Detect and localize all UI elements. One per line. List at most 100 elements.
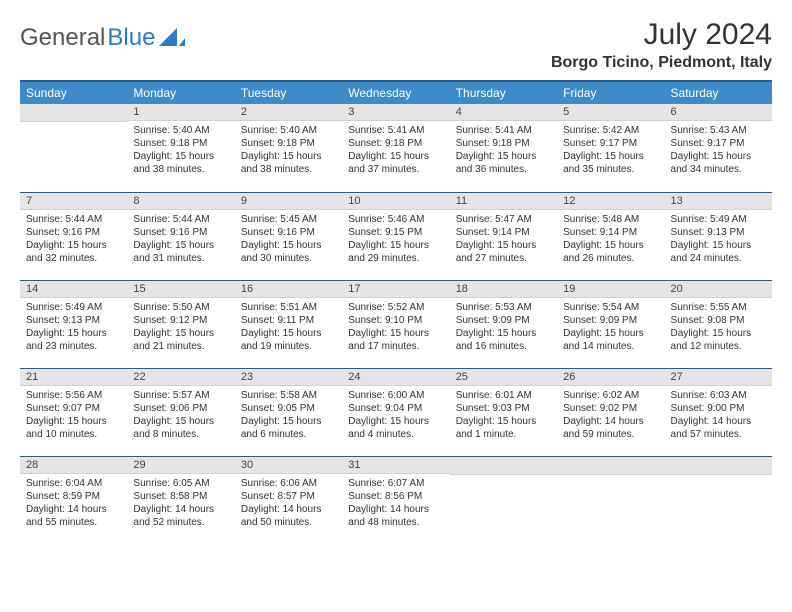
day-content: Sunrise: 5:40 AMSunset: 9:18 PMDaylight:… — [235, 121, 342, 178]
brand-part2: Blue — [107, 24, 155, 52]
day-number: 16 — [235, 281, 342, 298]
sunrise-text: Sunrise: 5:40 AM — [241, 124, 336, 137]
sunrise-text: Sunrise: 5:49 AM — [26, 301, 121, 314]
daylight-text: Daylight: 14 hours and 52 minutes. — [133, 503, 228, 529]
day-content: Sunrise: 5:51 AMSunset: 9:11 PMDaylight:… — [235, 298, 342, 355]
day-content: Sunrise: 5:53 AMSunset: 9:09 PMDaylight:… — [450, 298, 557, 355]
daylight-text: Daylight: 15 hours and 16 minutes. — [456, 327, 551, 353]
daylight-text: Daylight: 14 hours and 55 minutes. — [26, 503, 121, 529]
sunset-text: Sunset: 9:08 PM — [671, 314, 766, 327]
day-number — [557, 457, 664, 475]
calendar-day-cell: 10Sunrise: 5:46 AMSunset: 9:15 PMDayligh… — [342, 192, 449, 280]
calendar-day-cell: 29Sunrise: 6:05 AMSunset: 8:58 PMDayligh… — [127, 456, 234, 544]
day-content: Sunrise: 5:40 AMSunset: 9:18 PMDaylight:… — [127, 121, 234, 178]
sunrise-text: Sunrise: 5:42 AM — [563, 124, 658, 137]
sunrise-text: Sunrise: 6:03 AM — [671, 389, 766, 402]
daylight-text: Daylight: 15 hours and 30 minutes. — [241, 239, 336, 265]
day-number: 17 — [342, 281, 449, 298]
day-content: Sunrise: 5:58 AMSunset: 9:05 PMDaylight:… — [235, 386, 342, 443]
day-number: 24 — [342, 369, 449, 386]
calendar-day-cell: 4Sunrise: 5:41 AMSunset: 9:18 PMDaylight… — [450, 104, 557, 192]
day-number: 31 — [342, 457, 449, 474]
calendar-day-cell: 9Sunrise: 5:45 AMSunset: 9:16 PMDaylight… — [235, 192, 342, 280]
sunset-text: Sunset: 8:58 PM — [133, 490, 228, 503]
day-content: Sunrise: 5:44 AMSunset: 9:16 PMDaylight:… — [20, 210, 127, 267]
calendar-day-cell: 15Sunrise: 5:50 AMSunset: 9:12 PMDayligh… — [127, 280, 234, 368]
calendar-day-cell: 7Sunrise: 5:44 AMSunset: 9:16 PMDaylight… — [20, 192, 127, 280]
day-content: Sunrise: 5:47 AMSunset: 9:14 PMDaylight:… — [450, 210, 557, 267]
calendar-day-cell: 22Sunrise: 5:57 AMSunset: 9:06 PMDayligh… — [127, 368, 234, 456]
weekday-header: Wednesday — [342, 81, 449, 104]
sunset-text: Sunset: 9:18 PM — [241, 137, 336, 150]
day-content: Sunrise: 5:50 AMSunset: 9:12 PMDaylight:… — [127, 298, 234, 355]
day-number: 18 — [450, 281, 557, 298]
day-number: 5 — [557, 104, 664, 121]
day-number — [665, 457, 772, 475]
day-content: Sunrise: 6:07 AMSunset: 8:56 PMDaylight:… — [342, 474, 449, 531]
sunset-text: Sunset: 9:15 PM — [348, 226, 443, 239]
sunrise-text: Sunrise: 5:40 AM — [133, 124, 228, 137]
day-number: 8 — [127, 193, 234, 210]
daylight-text: Daylight: 15 hours and 27 minutes. — [456, 239, 551, 265]
daylight-text: Daylight: 15 hours and 29 minutes. — [348, 239, 443, 265]
daylight-text: Daylight: 15 hours and 31 minutes. — [133, 239, 228, 265]
calendar-day-cell: 21Sunrise: 5:56 AMSunset: 9:07 PMDayligh… — [20, 368, 127, 456]
sunset-text: Sunset: 9:09 PM — [563, 314, 658, 327]
day-number: 21 — [20, 369, 127, 386]
day-content: Sunrise: 6:03 AMSunset: 9:00 PMDaylight:… — [665, 386, 772, 443]
daylight-text: Daylight: 15 hours and 19 minutes. — [241, 327, 336, 353]
daylight-text: Daylight: 14 hours and 59 minutes. — [563, 415, 658, 441]
daylight-text: Daylight: 15 hours and 38 minutes. — [133, 150, 228, 176]
sail-icon — [159, 28, 185, 48]
sunset-text: Sunset: 9:12 PM — [133, 314, 228, 327]
weekday-header: Saturday — [665, 81, 772, 104]
day-content: Sunrise: 6:06 AMSunset: 8:57 PMDaylight:… — [235, 474, 342, 531]
sunrise-text: Sunrise: 5:58 AM — [241, 389, 336, 402]
day-content: Sunrise: 5:44 AMSunset: 9:16 PMDaylight:… — [127, 210, 234, 267]
sunrise-text: Sunrise: 6:06 AM — [241, 477, 336, 490]
title-block: July 2024 Borgo Ticino, Piedmont, Italy — [551, 18, 772, 72]
daylight-text: Daylight: 14 hours and 50 minutes. — [241, 503, 336, 529]
calendar-day-cell — [557, 456, 664, 544]
sunrise-text: Sunrise: 5:53 AM — [456, 301, 551, 314]
day-number: 4 — [450, 104, 557, 121]
day-number: 26 — [557, 369, 664, 386]
weekday-header: Monday — [127, 81, 234, 104]
calendar-day-cell — [665, 456, 772, 544]
day-number: 14 — [20, 281, 127, 298]
daylight-text: Daylight: 15 hours and 17 minutes. — [348, 327, 443, 353]
sunset-text: Sunset: 9:17 PM — [563, 137, 658, 150]
sunrise-text: Sunrise: 5:55 AM — [671, 301, 766, 314]
day-content: Sunrise: 6:00 AMSunset: 9:04 PMDaylight:… — [342, 386, 449, 443]
day-number: 19 — [557, 281, 664, 298]
day-number: 25 — [450, 369, 557, 386]
sunrise-text: Sunrise: 6:01 AM — [456, 389, 551, 402]
sunset-text: Sunset: 9:00 PM — [671, 402, 766, 415]
daylight-text: Daylight: 15 hours and 23 minutes. — [26, 327, 121, 353]
day-content: Sunrise: 5:46 AMSunset: 9:15 PMDaylight:… — [342, 210, 449, 267]
sunrise-text: Sunrise: 5:41 AM — [456, 124, 551, 137]
calendar-day-cell: 3Sunrise: 5:41 AMSunset: 9:18 PMDaylight… — [342, 104, 449, 192]
sunrise-text: Sunrise: 5:50 AM — [133, 301, 228, 314]
calendar-table: Sunday Monday Tuesday Wednesday Thursday… — [20, 80, 772, 544]
day-number: 11 — [450, 193, 557, 210]
daylight-text: Daylight: 15 hours and 36 minutes. — [456, 150, 551, 176]
calendar-page: GeneralBlue July 2024 Borgo Ticino, Pied… — [0, 0, 792, 544]
calendar-day-cell — [20, 104, 127, 192]
sunrise-text: Sunrise: 6:07 AM — [348, 477, 443, 490]
sunset-text: Sunset: 9:13 PM — [671, 226, 766, 239]
calendar-day-cell: 13Sunrise: 5:49 AMSunset: 9:13 PMDayligh… — [665, 192, 772, 280]
daylight-text: Daylight: 15 hours and 34 minutes. — [671, 150, 766, 176]
sunrise-text: Sunrise: 5:44 AM — [26, 213, 121, 226]
sunrise-text: Sunrise: 6:00 AM — [348, 389, 443, 402]
daylight-text: Daylight: 14 hours and 48 minutes. — [348, 503, 443, 529]
sunset-text: Sunset: 9:13 PM — [26, 314, 121, 327]
day-number: 7 — [20, 193, 127, 210]
calendar-day-cell: 6Sunrise: 5:43 AMSunset: 9:17 PMDaylight… — [665, 104, 772, 192]
daylight-text: Daylight: 15 hours and 6 minutes. — [241, 415, 336, 441]
daylight-text: Daylight: 15 hours and 38 minutes. — [241, 150, 336, 176]
daylight-text: Daylight: 15 hours and 21 minutes. — [133, 327, 228, 353]
daylight-text: Daylight: 15 hours and 32 minutes. — [26, 239, 121, 265]
day-content: Sunrise: 5:41 AMSunset: 9:18 PMDaylight:… — [342, 121, 449, 178]
weekday-header: Friday — [557, 81, 664, 104]
